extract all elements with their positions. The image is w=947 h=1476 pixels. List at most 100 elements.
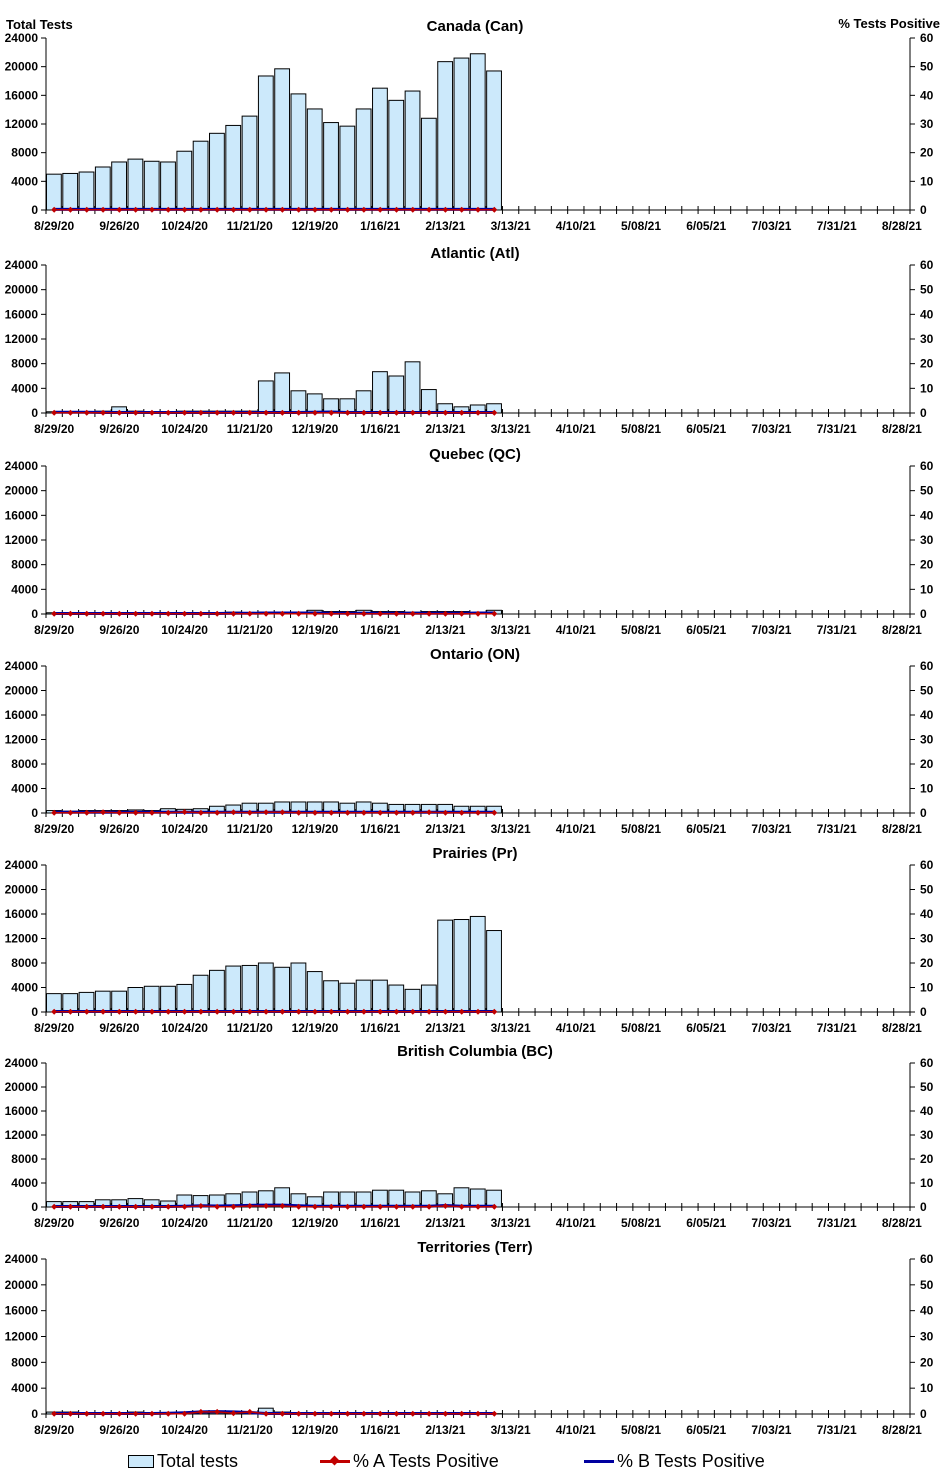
series-a-marker <box>181 1203 188 1210</box>
x-tick-label: 11/21/20 <box>227 219 273 233</box>
series-a-marker <box>214 1008 221 1015</box>
series-a-marker <box>100 610 107 617</box>
series-a-marker <box>263 206 270 213</box>
right-tick-label: 30 <box>920 733 934 747</box>
series-a-marker <box>328 1203 335 1210</box>
series-a-marker <box>116 610 123 617</box>
series-a-marker <box>328 809 335 816</box>
bar <box>46 173 62 211</box>
panel-title: Ontario (ON) <box>430 646 520 663</box>
legend-a-swatch <box>320 1455 350 1466</box>
right-tick-label: 20 <box>920 146 934 160</box>
bar <box>192 140 209 211</box>
series-a-marker <box>132 1008 139 1015</box>
left-tick-label: 24000 <box>5 1056 39 1070</box>
bar <box>469 915 486 1013</box>
series-a-marker <box>132 809 139 816</box>
series-a-marker <box>491 809 498 816</box>
series-a-marker <box>51 1203 58 1210</box>
series-a-marker <box>426 1203 433 1210</box>
x-tick-label: 1/16/21 <box>360 1423 400 1437</box>
series-a-marker <box>197 1203 204 1210</box>
series-a-marker <box>279 206 286 213</box>
right-tick-label: 30 <box>920 117 934 131</box>
left-tick-label: 20000 <box>5 1080 39 1094</box>
series-a-marker <box>148 206 155 213</box>
left-tick-label: 24000 <box>5 31 39 45</box>
series-a-marker <box>377 610 384 617</box>
right-tick-label: 0 <box>920 806 927 820</box>
x-tick-label: 4/10/21 <box>556 822 596 836</box>
right-tick-label: 20 <box>920 1355 934 1369</box>
series-a-marker <box>116 409 123 416</box>
x-tick-label: 12/19/20 <box>292 422 339 436</box>
series-a-marker <box>165 610 172 617</box>
bar <box>388 984 405 1013</box>
series-a-marker <box>132 610 139 617</box>
series-a-marker <box>409 409 416 416</box>
series-a-marker <box>116 206 123 213</box>
series-a-marker <box>132 206 139 213</box>
series-a-marker <box>279 1203 286 1210</box>
series-a-marker <box>214 1203 221 1210</box>
series-a-marker <box>409 809 416 816</box>
bar <box>404 988 421 1013</box>
series-a-marker <box>181 610 188 617</box>
series-a-marker <box>83 1008 90 1015</box>
x-tick-label: 7/03/21 <box>751 1021 791 1035</box>
series-a-marker <box>197 1408 204 1415</box>
bar <box>437 919 454 1013</box>
x-tick-label: 10/24/20 <box>161 623 208 637</box>
bar <box>225 124 242 211</box>
left-tick-label: 24000 <box>5 459 39 473</box>
series-a-marker <box>458 206 465 213</box>
bar <box>176 150 193 211</box>
series-a-marker <box>148 610 155 617</box>
series-a-marker <box>442 1410 449 1417</box>
legend: Total tests % A Tests Positive % B Tests… <box>0 1451 947 1473</box>
series-a-marker <box>377 1203 384 1210</box>
series-a-marker <box>263 409 270 416</box>
panel-title: Atlantic (Atl) <box>430 245 519 262</box>
x-tick-label: 2/13/21 <box>425 1216 465 1230</box>
right-tick-label: 60 <box>920 659 934 673</box>
series-a-marker <box>246 1408 253 1415</box>
bar <box>323 122 339 211</box>
series-a-marker <box>295 206 302 213</box>
x-tick-label: 9/26/20 <box>99 1021 139 1035</box>
right-tick-label: 60 <box>920 1056 934 1070</box>
bar <box>176 983 193 1013</box>
x-tick-label: 4/10/21 <box>556 1216 596 1230</box>
left-tick-label: 12000 <box>5 332 39 346</box>
series-a-marker <box>230 1203 237 1210</box>
series-a-marker <box>67 1410 74 1417</box>
series-a-marker <box>83 409 90 416</box>
left-tick-label: 0 <box>31 1407 38 1421</box>
right-tick-label: 30 <box>920 1128 934 1142</box>
series-a-marker <box>263 809 270 816</box>
series-a-marker <box>344 1410 351 1417</box>
left-tick-label: 12000 <box>5 932 39 946</box>
x-tick-label: 9/26/20 <box>99 1423 139 1437</box>
series-a-marker <box>409 1008 416 1015</box>
bar <box>420 117 437 211</box>
bar <box>486 70 502 211</box>
x-tick-label: 6/05/21 <box>686 1423 726 1437</box>
bar <box>241 964 258 1013</box>
x-tick-label: 10/24/20 <box>161 1216 208 1230</box>
series-a-marker <box>100 206 107 213</box>
series-a-marker <box>475 1410 481 1417</box>
x-tick-label: 7/31/21 <box>817 822 857 836</box>
series-a-marker <box>295 1203 302 1210</box>
x-tick-label: 12/19/20 <box>292 1423 339 1437</box>
right-tick-label: 50 <box>920 283 934 297</box>
series-a-marker <box>230 409 237 416</box>
left-tick-label: 4000 <box>11 1176 38 1190</box>
x-tick-label: 2/13/21 <box>425 822 465 836</box>
series-a-line <box>54 1205 495 1208</box>
right-tick-label: 50 <box>920 484 934 498</box>
series-a-marker <box>377 206 384 213</box>
series-a-marker <box>279 610 286 617</box>
series-a-marker <box>279 809 286 816</box>
